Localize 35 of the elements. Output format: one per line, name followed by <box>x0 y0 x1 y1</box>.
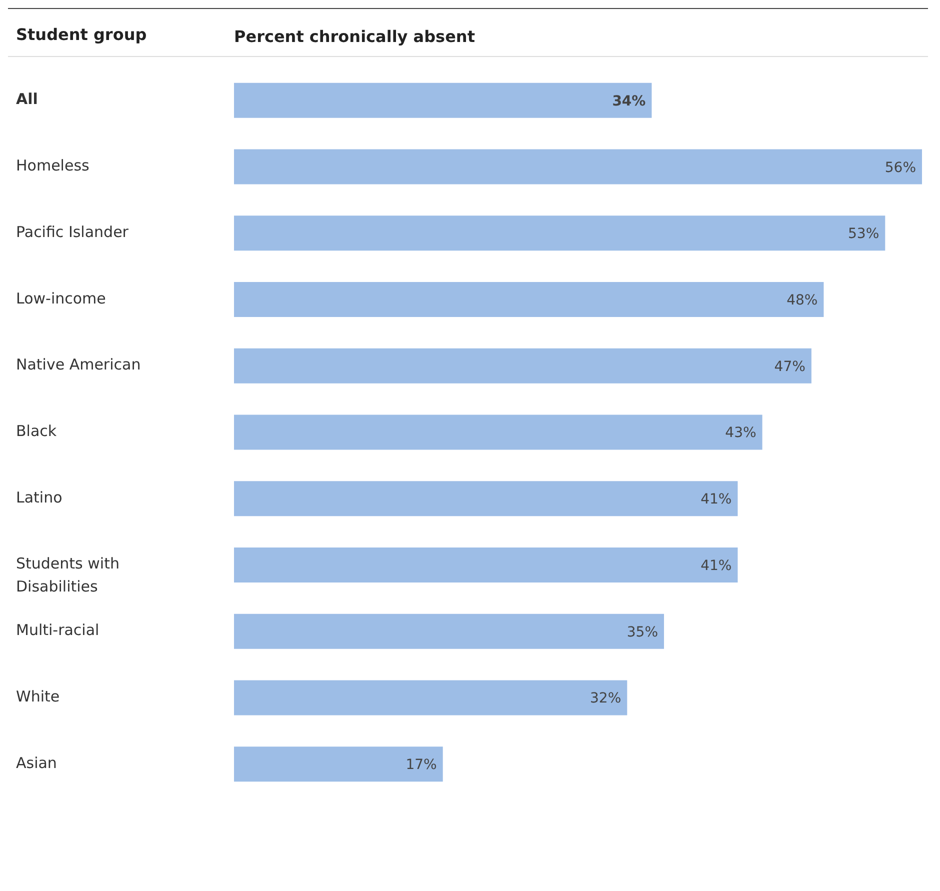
bar <box>234 82 652 118</box>
y-tick-label: Native American <box>16 356 141 374</box>
bar <box>234 547 738 582</box>
y-tick-label: Homeless <box>16 156 90 175</box>
data-label: 17% <box>406 757 437 774</box>
bar <box>234 481 738 516</box>
y-tick-label: Asian <box>16 754 57 772</box>
data-label: 35% <box>626 624 658 640</box>
y-tick-label: Black <box>16 422 57 440</box>
y-tick-label: Multi-racial <box>16 621 100 640</box>
data-label: 53% <box>848 226 880 242</box>
y-tick-label: Pacific Islander <box>16 222 130 241</box>
bar <box>234 282 824 318</box>
bar <box>234 348 812 384</box>
data-label: 34% <box>612 93 646 110</box>
data-label: 43% <box>725 425 756 442</box>
bar <box>234 746 443 782</box>
y-tick-label: White <box>16 687 60 706</box>
y-tick-label: Students with Disabilities <box>16 554 120 596</box>
bar <box>234 680 628 716</box>
y-axis-title: Student group <box>16 24 148 46</box>
y-tick-label: Low-income <box>16 289 106 308</box>
data-label: 47% <box>774 358 806 375</box>
y-tick-label: Latino <box>16 488 62 506</box>
bar <box>234 149 922 184</box>
data-label: 32% <box>590 690 622 707</box>
bar <box>234 216 886 251</box>
x-axis-title: Percent chronically absent <box>234 27 475 46</box>
data-label: 56% <box>884 160 916 176</box>
bar <box>234 414 762 450</box>
bar <box>234 614 664 649</box>
data-label: 48% <box>786 292 818 309</box>
data-label: 41% <box>700 492 732 508</box>
data-label: 41% <box>700 558 732 574</box>
y-tick-label: All <box>16 90 38 108</box>
